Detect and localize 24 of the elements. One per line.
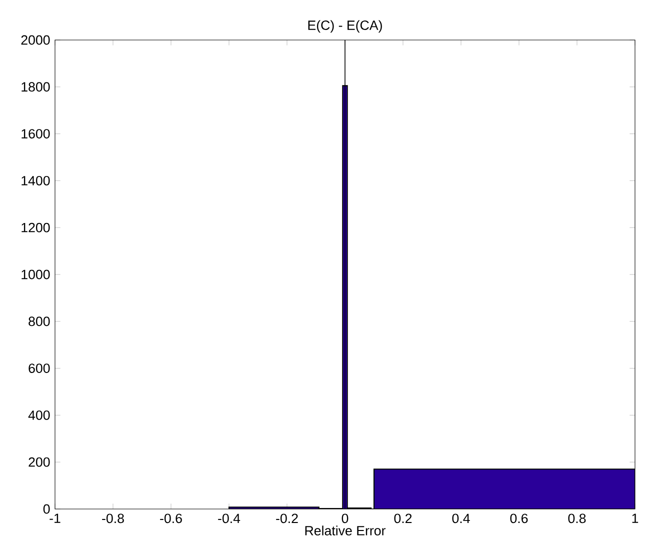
chart-title: E(C) - E(CA) <box>308 20 382 33</box>
y-tick-label: 1800 <box>22 82 50 92</box>
y-tick-label: 800 <box>28 316 50 326</box>
x-tick-label: -0.4 <box>218 514 240 524</box>
x-tick-label: 1 <box>632 514 638 523</box>
y-tick-label: 200 <box>28 457 50 467</box>
y-tick-label: 1200 <box>22 222 50 232</box>
y-tick-label: 1000 <box>22 270 50 280</box>
x-tick-label: -0.6 <box>160 514 182 524</box>
x-tick-label: -0.8 <box>102 514 124 524</box>
x-tick-label: -0.2 <box>276 514 298 524</box>
x-axis-title: Relative Error <box>305 526 386 536</box>
y-tick-label: 600 <box>28 364 50 373</box>
x-tick-label: 0.6 <box>510 514 528 524</box>
x-tick-label: 0 <box>342 514 348 524</box>
x-tick-label: -1 <box>50 514 60 523</box>
x-tick-label: 0.4 <box>452 514 470 524</box>
y-tick-label: 1400 <box>22 176 50 186</box>
y-tick-label: 400 <box>28 410 50 420</box>
y-tick-label: 0 <box>43 504 50 514</box>
y-tick-label: 1600 <box>22 129 50 139</box>
x-tick-label: 0.8 <box>568 514 586 524</box>
x-tick-label: 0.2 <box>394 514 412 524</box>
y-tick-label: 2000 <box>21 35 50 45</box>
